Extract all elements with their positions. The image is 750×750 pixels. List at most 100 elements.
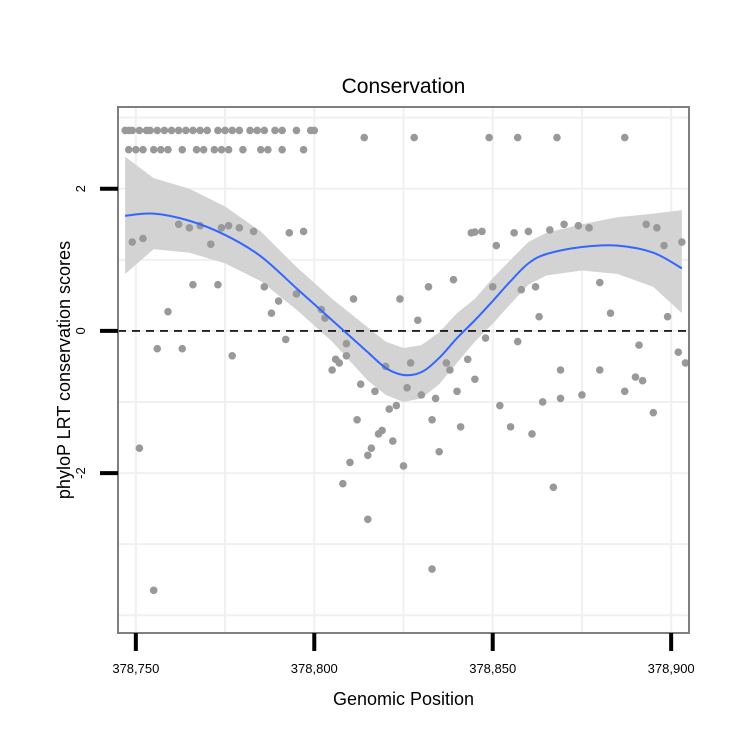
data-point xyxy=(620,387,629,396)
data-point xyxy=(253,126,261,135)
data-point xyxy=(660,241,668,250)
data-point xyxy=(424,283,433,291)
data-point xyxy=(182,126,190,135)
data-point xyxy=(635,341,643,349)
y-tick-label: 2 xyxy=(73,185,88,192)
data-point xyxy=(356,380,365,389)
data-point xyxy=(413,316,422,325)
points xyxy=(121,126,690,595)
data-point xyxy=(560,220,568,229)
data-point xyxy=(435,447,443,456)
data-point xyxy=(224,145,233,154)
data-point xyxy=(585,224,593,232)
data-point xyxy=(228,126,236,135)
data-point xyxy=(649,408,658,417)
data-point xyxy=(249,227,258,236)
x-axis-title: Genomic Position xyxy=(333,689,474,709)
y-tick-label: 0 xyxy=(73,327,88,334)
data-point xyxy=(256,145,265,154)
data-point xyxy=(132,145,140,154)
data-point xyxy=(164,307,172,316)
data-point xyxy=(178,145,187,154)
data-point xyxy=(149,145,158,154)
data-point xyxy=(167,126,176,135)
data-point xyxy=(478,227,486,236)
data-point xyxy=(538,398,547,406)
data-point xyxy=(224,221,233,230)
data-point xyxy=(135,444,144,452)
data-point xyxy=(164,145,172,154)
data-point xyxy=(496,401,504,410)
data-point xyxy=(146,126,154,135)
data-point xyxy=(431,394,440,403)
data-point xyxy=(367,444,376,452)
data-point xyxy=(153,344,162,353)
data-point xyxy=(396,295,404,303)
data-point xyxy=(574,221,583,230)
data-point xyxy=(210,145,219,154)
chart-title: Conservation xyxy=(342,75,466,98)
data-point xyxy=(442,359,451,367)
data-point xyxy=(274,297,283,305)
data-point xyxy=(292,126,301,135)
data-point xyxy=(128,238,137,246)
data-point xyxy=(392,401,401,410)
data-point xyxy=(260,126,269,135)
x-tick-label: 378,750 xyxy=(112,661,159,676)
x-tick-label: 378,850 xyxy=(469,661,516,676)
data-point xyxy=(196,126,204,135)
data-point xyxy=(481,334,490,342)
data-point xyxy=(260,283,269,291)
data-point xyxy=(353,415,361,424)
data-point xyxy=(606,309,615,317)
data-point xyxy=(471,228,479,236)
data-point xyxy=(364,451,372,460)
data-point xyxy=(342,351,351,360)
data-point xyxy=(235,126,244,135)
data-point xyxy=(513,133,522,142)
confidence-band xyxy=(125,156,682,402)
data-point xyxy=(453,387,461,396)
data-point xyxy=(189,126,197,135)
data-point xyxy=(174,220,183,229)
data-point xyxy=(663,312,672,321)
y-axis: -2 0 2 xyxy=(73,185,118,479)
data-point xyxy=(192,145,201,154)
data-point xyxy=(681,359,690,367)
data-point xyxy=(456,423,465,431)
data-point xyxy=(199,145,208,154)
data-point xyxy=(299,227,308,236)
data-point xyxy=(153,126,162,135)
data-point xyxy=(339,479,347,488)
data-point xyxy=(406,359,415,367)
data-point xyxy=(221,126,229,135)
data-point xyxy=(513,337,522,346)
data-point xyxy=(342,339,351,348)
data-point xyxy=(217,224,226,232)
data-point xyxy=(553,133,561,142)
data-point xyxy=(556,366,565,374)
data-point xyxy=(524,227,533,236)
data-point xyxy=(364,515,372,524)
data-point xyxy=(417,391,426,399)
data-point xyxy=(124,145,133,154)
data-point xyxy=(449,275,458,284)
data-point xyxy=(149,586,158,595)
data-point xyxy=(549,483,558,492)
data-point xyxy=(189,280,197,289)
data-point xyxy=(446,366,454,374)
data-point xyxy=(595,278,604,287)
data-point xyxy=(135,126,144,135)
data-point xyxy=(485,133,493,142)
data-point xyxy=(488,283,497,291)
x-tick-label: 378,900 xyxy=(648,661,695,676)
data-point xyxy=(228,351,236,360)
data-point xyxy=(139,234,147,243)
data-point xyxy=(620,133,629,142)
data-point xyxy=(335,359,344,367)
data-point xyxy=(278,145,286,154)
data-point xyxy=(678,238,686,246)
data-point xyxy=(385,405,394,413)
data-point xyxy=(128,126,137,135)
data-point xyxy=(292,290,301,298)
